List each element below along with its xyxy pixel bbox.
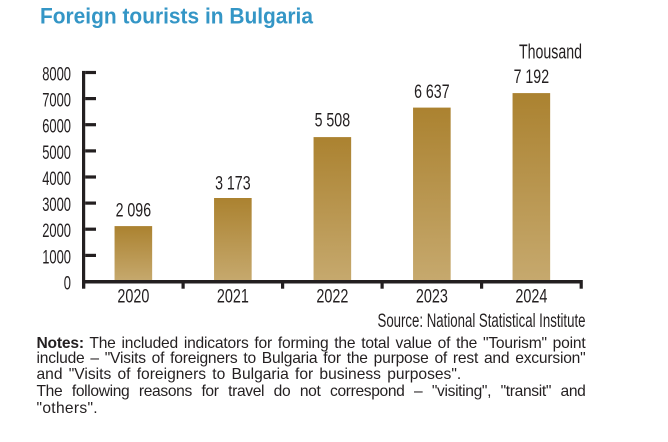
svg-text:6 637: 6 637	[414, 81, 450, 103]
svg-text:0: 0	[64, 272, 71, 294]
svg-text:Foreign tourists in Bulgaria: Foreign tourists in Bulgaria	[40, 4, 314, 29]
svg-text:4000: 4000	[42, 168, 71, 190]
svg-text:2 096: 2 096	[116, 200, 152, 222]
svg-text:7 192: 7 192	[514, 66, 550, 88]
svg-text:3000: 3000	[42, 194, 71, 216]
svg-text:5 508: 5 508	[315, 110, 351, 132]
svg-text:2024: 2024	[515, 285, 547, 307]
svg-text:5000: 5000	[42, 142, 71, 164]
svg-text:Source: National Statistical I: Source: National Statistical Institute	[378, 310, 586, 332]
svg-text:2000: 2000	[42, 220, 71, 242]
svg-text:Thousand: Thousand	[519, 42, 582, 64]
svg-text:2020: 2020	[117, 285, 149, 307]
svg-text:2023: 2023	[416, 285, 448, 307]
svg-text:7000: 7000	[42, 90, 71, 112]
svg-text:3 173: 3 173	[215, 172, 251, 194]
svg-text:2022: 2022	[316, 285, 348, 307]
svg-text:8000: 8000	[42, 63, 71, 85]
svg-text:6000: 6000	[42, 116, 71, 138]
svg-text:1000: 1000	[42, 246, 71, 268]
svg-text:2021: 2021	[217, 285, 249, 307]
